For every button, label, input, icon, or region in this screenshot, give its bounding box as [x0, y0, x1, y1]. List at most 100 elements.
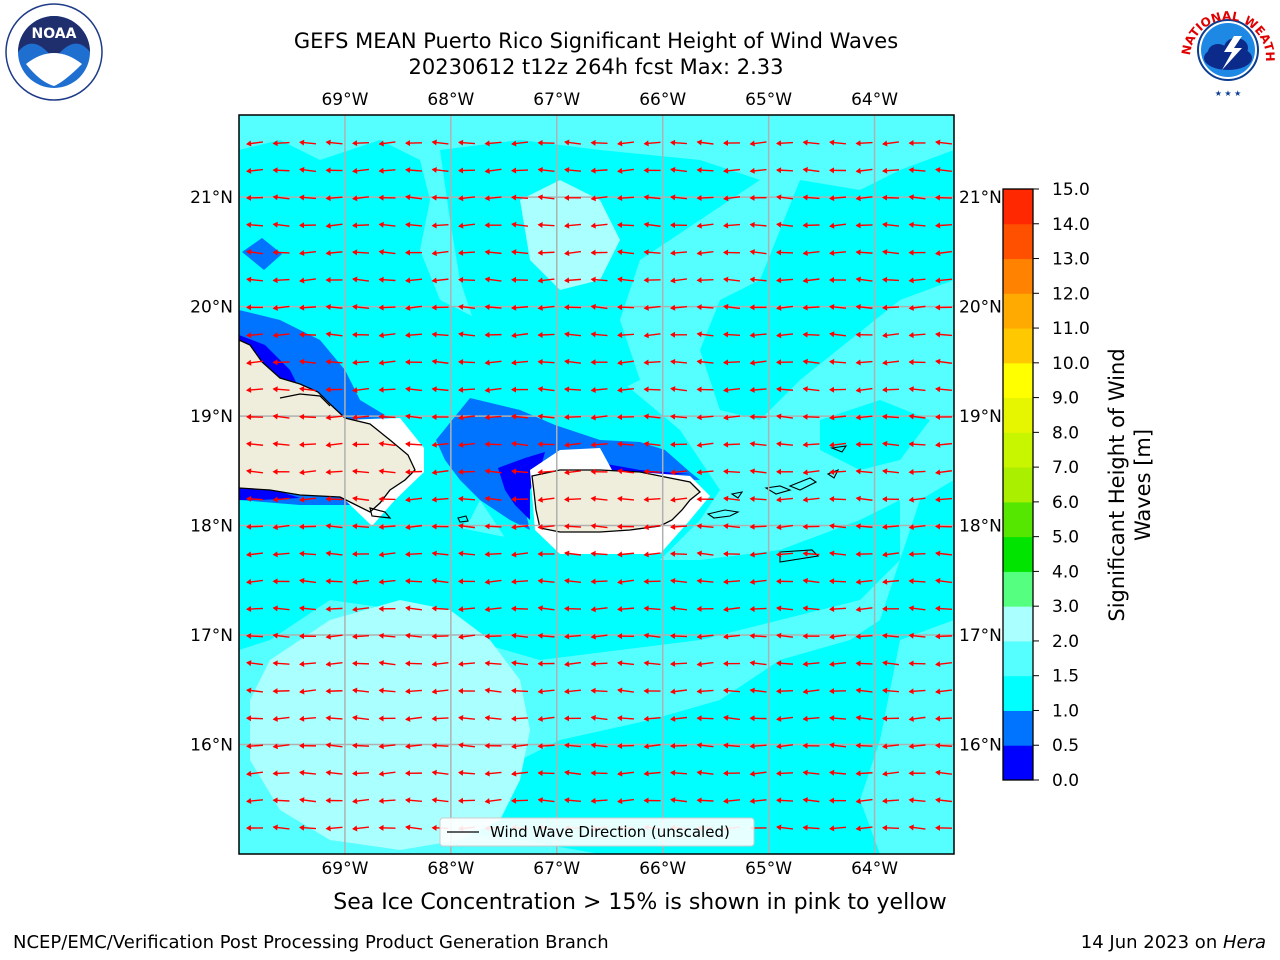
wave-direction-arrow	[564, 304, 582, 311]
wave-direction-arrow	[272, 578, 290, 585]
wave-direction-arrow	[564, 277, 582, 284]
wave-direction-arrow	[723, 140, 741, 147]
wave-direction-arrow	[590, 797, 608, 804]
wave-direction-arrow	[829, 139, 847, 146]
wave-direction-arrow	[670, 441, 688, 448]
wave-direction-arrow	[829, 578, 847, 585]
colorbar-tick-label: 2.0	[1052, 632, 1079, 652]
wave-direction-arrow	[908, 660, 926, 667]
wave-direction-arrow	[431, 742, 449, 749]
wave-direction-arrow	[484, 140, 502, 147]
wave-direction-arrow	[378, 605, 396, 612]
wave-direction-arrow	[484, 167, 502, 174]
wave-direction-arrow	[564, 742, 582, 749]
wave-direction-arrow	[325, 331, 343, 338]
wave-direction-arrow	[352, 742, 370, 749]
wave-direction-arrow	[590, 633, 608, 640]
wave-direction-arrow	[325, 222, 343, 229]
wave-direction-arrow	[617, 770, 635, 777]
wave-direction-arrow	[537, 605, 555, 612]
wave-direction-arrow	[590, 222, 608, 229]
wave-direction-arrow	[696, 277, 714, 284]
wave-direction-arrow	[352, 303, 370, 310]
wave-direction-arrow	[776, 386, 794, 393]
lon-tick-label-top: 67°W	[533, 90, 580, 110]
wave-direction-arrow	[935, 523, 953, 530]
wave-direction-arrow	[776, 167, 794, 174]
wave-direction-arrow	[802, 633, 820, 640]
colorbar-segment	[1003, 223, 1033, 260]
wave-direction-arrow	[776, 524, 794, 531]
wave-direction-arrow	[776, 578, 794, 585]
wave-direction-arrow	[246, 798, 264, 805]
wave-direction-arrow	[537, 524, 555, 530]
colorbar-tick-label: 12.0	[1052, 284, 1090, 304]
wave-direction-arrow	[511, 687, 529, 694]
wave-direction-arrow	[564, 715, 582, 722]
wave-direction-arrow	[776, 551, 794, 558]
lon-tick-label-top: 64°W	[851, 90, 898, 110]
colorbar-tick-label: 15.0	[1052, 180, 1090, 200]
wave-direction-arrow	[749, 605, 767, 612]
wave-direction-arrow	[564, 797, 582, 804]
lon-tick-label-bottom: 69°W	[321, 859, 368, 879]
wave-direction-arrow	[431, 194, 449, 201]
footer-date-text: 14 Jun 2023 on	[1080, 932, 1223, 953]
wave-direction-arrow	[723, 495, 741, 502]
wave-direction-arrow	[723, 249, 741, 256]
wave-direction-arrow	[431, 413, 449, 420]
wave-direction-arrow	[537, 551, 555, 558]
wave-direction-arrow	[855, 687, 873, 694]
wave-direction-arrow	[749, 359, 767, 366]
wave-direction-arrow	[617, 195, 635, 202]
wave-direction-arrow	[802, 769, 820, 776]
wave-direction-arrow	[564, 496, 582, 503]
wave-direction-arrow	[723, 195, 741, 202]
wave-direction-arrow	[802, 222, 820, 229]
lat-tick-label-right: 20°N	[959, 298, 1002, 318]
wave-direction-arrow	[484, 331, 502, 338]
wave-direction-arrow	[643, 359, 661, 366]
wave-direction-arrow	[378, 797, 396, 804]
wave-direction-arrow	[802, 469, 820, 476]
wave-direction-arrow	[749, 249, 767, 256]
wave-direction-arrow	[855, 222, 873, 229]
wave-direction-arrow	[696, 222, 714, 229]
wave-direction-arrow	[749, 386, 767, 393]
wave-direction-arrow	[511, 276, 529, 283]
wave-direction-arrow	[246, 276, 264, 283]
wave-direction-arrow	[352, 222, 370, 229]
wave-direction-arrow	[405, 524, 423, 531]
colorbar-tick-label: 0.5	[1052, 736, 1079, 756]
colorbar-tick-label: 7.0	[1052, 458, 1079, 478]
lon-tick-label-bottom: 64°W	[851, 859, 898, 879]
wave-direction-arrow	[643, 167, 661, 174]
wave-direction-arrow	[829, 414, 847, 421]
wave-direction-arrow	[908, 167, 926, 174]
wave-direction-arrow	[378, 167, 396, 174]
wave-direction-arrow	[670, 194, 688, 201]
wave-direction-arrow	[246, 495, 264, 502]
wave-direction-arrow	[246, 468, 264, 475]
wave-direction-arrow	[378, 551, 396, 558]
wave-direction-arrow	[696, 250, 714, 257]
wave-direction-arrow	[670, 222, 688, 229]
wave-direction-arrow	[882, 167, 900, 174]
wave-direction-arrow	[378, 140, 396, 147]
wave-direction-arrow	[246, 440, 264, 447]
wave-direction-arrow	[299, 441, 317, 448]
wave-direction-arrow	[908, 524, 926, 531]
wave-direction-arrow	[617, 140, 635, 147]
wave-direction-arrow	[325, 304, 343, 311]
sea-ice-caption: Sea Ice Concentration > 15% is shown in …	[333, 890, 947, 915]
wave-direction-arrow	[882, 440, 900, 447]
wave-direction-arrow	[352, 387, 370, 394]
wave-direction-arrow	[643, 632, 661, 639]
colorbar-tick-label: 5.0	[1052, 528, 1079, 548]
wave-direction-arrow	[590, 468, 608, 475]
wave-direction-arrow	[802, 413, 820, 420]
wave-direction-arrow	[723, 633, 741, 640]
wave-direction-arrow	[272, 221, 290, 228]
wave-direction-arrow	[723, 303, 741, 310]
wave-direction-arrow	[272, 386, 290, 393]
